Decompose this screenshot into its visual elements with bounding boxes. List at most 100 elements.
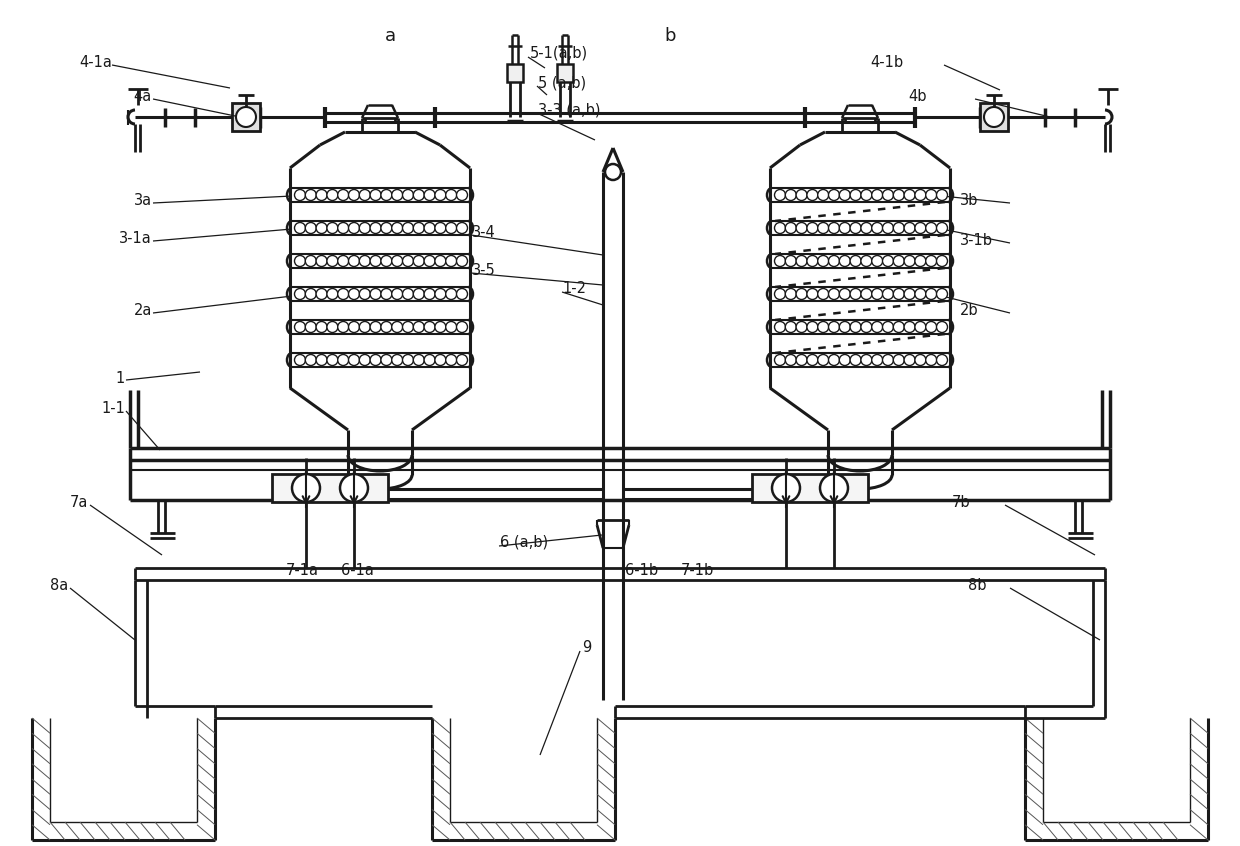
Text: a: a (384, 27, 396, 45)
Circle shape (904, 222, 915, 233)
Circle shape (413, 222, 424, 233)
Text: 1-2: 1-2 (562, 281, 587, 295)
Circle shape (817, 288, 828, 299)
Text: 2a: 2a (134, 303, 153, 317)
Circle shape (872, 354, 883, 365)
Circle shape (456, 321, 467, 332)
Circle shape (348, 255, 360, 266)
Circle shape (327, 255, 337, 266)
Circle shape (305, 321, 316, 332)
Circle shape (839, 354, 851, 365)
Circle shape (327, 222, 337, 233)
Text: 4-1b: 4-1b (870, 54, 903, 69)
Circle shape (817, 354, 828, 365)
Circle shape (775, 354, 785, 365)
Circle shape (403, 222, 413, 233)
Circle shape (851, 321, 861, 332)
Circle shape (403, 321, 413, 332)
Circle shape (872, 321, 883, 332)
Circle shape (456, 354, 467, 365)
Circle shape (872, 255, 883, 266)
Circle shape (861, 222, 872, 233)
Circle shape (305, 354, 316, 365)
Circle shape (915, 222, 926, 233)
Circle shape (360, 190, 371, 201)
Text: 3b: 3b (960, 193, 978, 207)
Text: 3a: 3a (134, 193, 153, 207)
Circle shape (904, 321, 915, 332)
Circle shape (775, 288, 785, 299)
Circle shape (936, 190, 947, 201)
Circle shape (381, 321, 392, 332)
Circle shape (403, 190, 413, 201)
Circle shape (348, 190, 360, 201)
Circle shape (381, 354, 392, 365)
Circle shape (305, 288, 316, 299)
Circle shape (370, 321, 381, 332)
Text: 9: 9 (582, 640, 591, 656)
Circle shape (861, 288, 872, 299)
Text: 4a: 4a (134, 89, 153, 103)
Circle shape (305, 190, 316, 201)
Circle shape (807, 288, 818, 299)
Circle shape (456, 255, 467, 266)
Circle shape (295, 222, 305, 233)
Circle shape (435, 288, 446, 299)
Circle shape (985, 107, 1004, 127)
Text: 5-1(a,b): 5-1(a,b) (529, 46, 588, 61)
Circle shape (337, 255, 348, 266)
Circle shape (327, 354, 337, 365)
Circle shape (305, 255, 316, 266)
Circle shape (861, 255, 872, 266)
Circle shape (893, 222, 904, 233)
Circle shape (839, 288, 851, 299)
Circle shape (904, 354, 915, 365)
Circle shape (456, 288, 467, 299)
Circle shape (861, 354, 872, 365)
Circle shape (435, 354, 446, 365)
Circle shape (904, 190, 915, 201)
Text: 6 (a,b): 6 (a,b) (500, 535, 548, 550)
Circle shape (893, 288, 904, 299)
Circle shape (915, 190, 926, 201)
Circle shape (360, 321, 371, 332)
Circle shape (883, 321, 894, 332)
Circle shape (413, 255, 424, 266)
Circle shape (291, 474, 320, 502)
Circle shape (435, 255, 446, 266)
Circle shape (796, 321, 807, 332)
Circle shape (872, 190, 883, 201)
Circle shape (392, 190, 403, 201)
Circle shape (785, 354, 796, 365)
Circle shape (828, 288, 839, 299)
Circle shape (807, 255, 818, 266)
Circle shape (316, 288, 327, 299)
Circle shape (605, 164, 621, 180)
Circle shape (936, 255, 947, 266)
Circle shape (807, 190, 818, 201)
Circle shape (828, 321, 839, 332)
Circle shape (295, 255, 305, 266)
Text: 7-1a: 7-1a (285, 563, 319, 578)
Circle shape (817, 255, 828, 266)
Circle shape (785, 321, 796, 332)
Circle shape (360, 222, 371, 233)
Text: 2b: 2b (960, 303, 978, 317)
Text: 1: 1 (115, 371, 125, 386)
Circle shape (807, 321, 818, 332)
Circle shape (392, 288, 403, 299)
Circle shape (413, 354, 424, 365)
Circle shape (370, 288, 381, 299)
Circle shape (926, 354, 936, 365)
Circle shape (316, 222, 327, 233)
Circle shape (435, 321, 446, 332)
Circle shape (392, 354, 403, 365)
Circle shape (807, 354, 818, 365)
Circle shape (807, 222, 818, 233)
Circle shape (327, 288, 337, 299)
Circle shape (775, 255, 785, 266)
Circle shape (316, 190, 327, 201)
Circle shape (893, 321, 904, 332)
Circle shape (839, 255, 851, 266)
Circle shape (360, 255, 371, 266)
